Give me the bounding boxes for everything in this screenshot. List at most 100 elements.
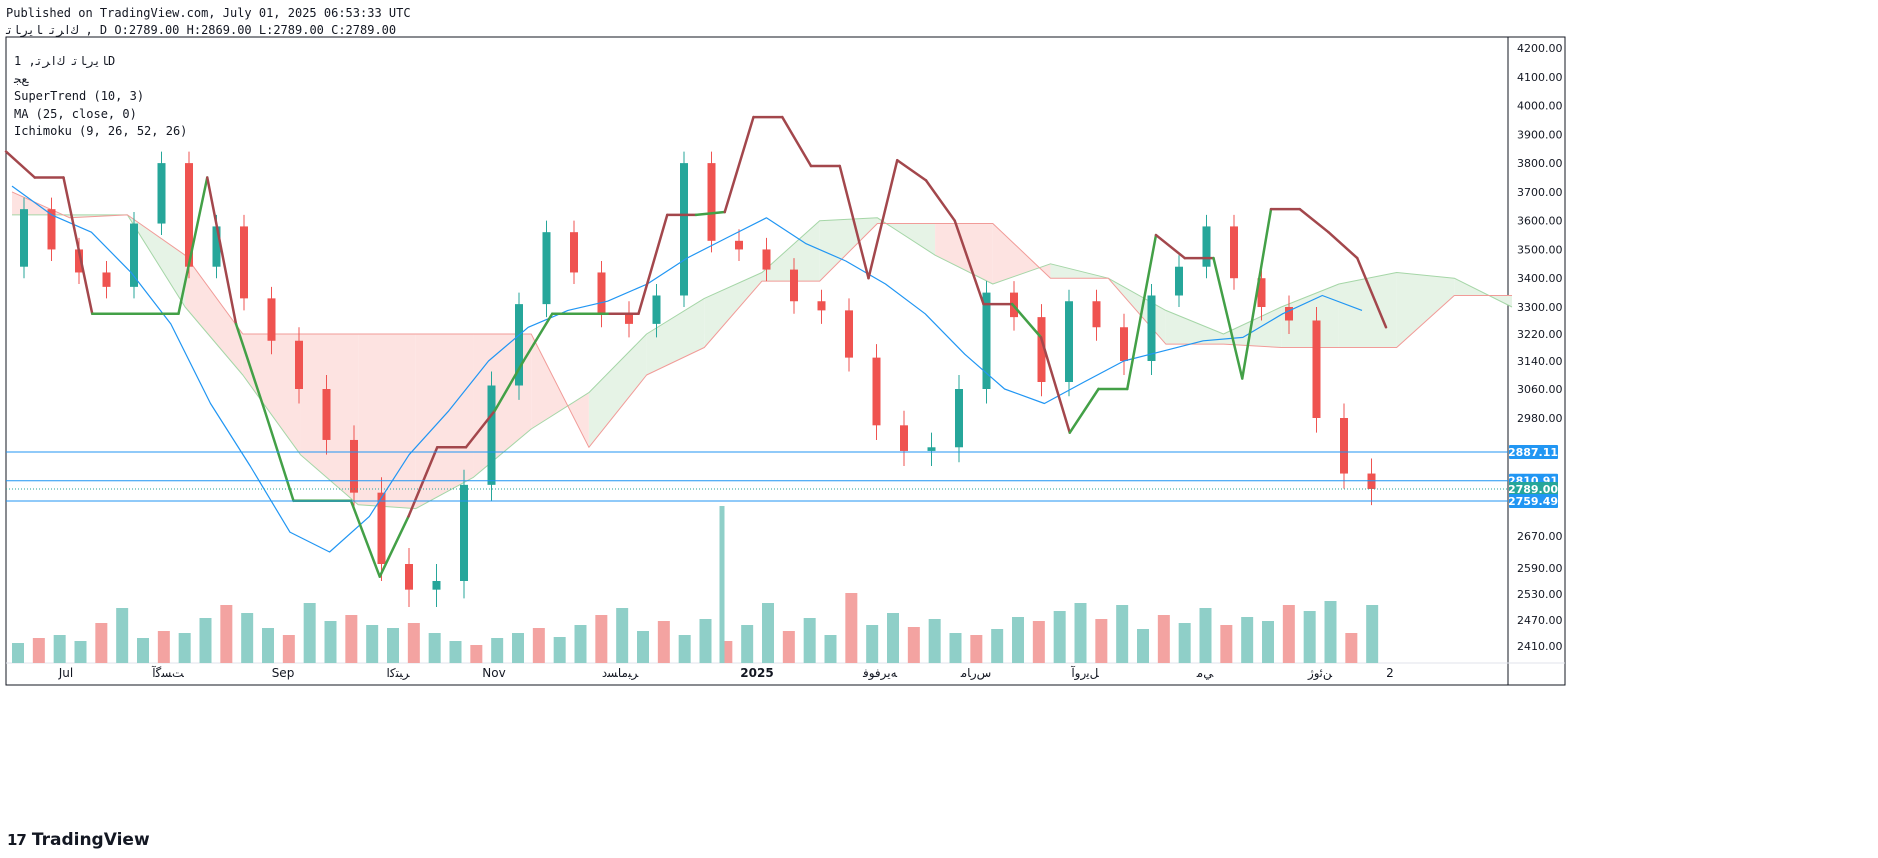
x-tick-label: ﻞﻳﺭﻭﺁ [1070, 665, 1099, 681]
candle-body [597, 272, 606, 314]
volume-bar [282, 635, 295, 663]
candle-body [1092, 301, 1101, 328]
candle-body [790, 269, 798, 302]
volume-bar [303, 603, 316, 663]
volume-bar [1053, 611, 1066, 663]
y-tick-label: 4200.00 [1517, 42, 1563, 55]
candle-body [350, 439, 358, 493]
x-tick-label: ﺖﺴﮔﺁ [151, 665, 184, 680]
symbol-label[interactable]: ﺎﻳﺭﺎﺗ ﻙﺍﺮﺗ, 1D [14, 54, 116, 68]
ichimoku-cloud-segment [1396, 272, 1455, 348]
supertrend-segment [953, 219, 985, 306]
ichimoku-label[interactable]: Ichimoku (9, 26, 52, 26) [14, 124, 188, 138]
volume-bar [345, 615, 358, 663]
supertrend-segment [838, 164, 870, 280]
y-tick-label: 2590.00 [1517, 562, 1563, 575]
supertrend-segment [407, 446, 439, 518]
price-tag-bg [1509, 482, 1558, 496]
ichimoku-cloud-segment [1165, 310, 1224, 345]
volume-bar [1074, 603, 1087, 663]
supertrend-segment [1212, 256, 1244, 380]
ichimoku-cloud-segment [762, 220, 820, 282]
x-tick-label: 2 [1386, 666, 1394, 680]
price-tag-bg [1509, 445, 1558, 459]
candle-body [1037, 317, 1046, 382]
candle-body [1065, 301, 1073, 382]
exchange-label: ﻊﺠ [14, 71, 29, 86]
candle-body [1175, 266, 1183, 296]
volume-bar [262, 628, 274, 663]
candle-body [487, 385, 496, 485]
indicator-legend: ﺎﻳﺭﺎﺗ ﻙﺍﺮﺗ, 1D ﻊﺠ SuperTrend (10, 3) MA … [14, 53, 187, 141]
candle-body [102, 272, 111, 287]
tradingview-brand[interactable]: 17 TradingView [7, 830, 150, 850]
candle-body [707, 163, 716, 241]
tradingview-logo-icon: 17 [7, 831, 27, 849]
candle-body [295, 340, 303, 389]
candle-body [130, 223, 138, 287]
volume-bar [491, 638, 504, 663]
ma-label[interactable]: MA (25, close, 0) [14, 106, 137, 121]
y-tick-label: 3060.00 [1517, 383, 1563, 396]
volume-bar [512, 633, 524, 663]
y-tick-label: 4100.00 [1517, 71, 1563, 84]
y-tick-label: 2410.00 [1517, 640, 1563, 653]
volume-bar [32, 638, 45, 663]
volume-bar [782, 631, 795, 663]
supertrend-segment [177, 176, 209, 315]
ma-line [11, 185, 1363, 553]
volume-bar [1032, 621, 1045, 663]
candle-body [1120, 327, 1128, 361]
candle-body [1257, 278, 1266, 307]
volume-bar [1199, 608, 1212, 663]
ohlc-line: ﻙﺍﺮﺗ ﺎﻳﺭﺎﺗ , D O:2789.00 H:2869.00 L:278… [6, 23, 397, 37]
candle-body [845, 310, 853, 358]
supertrend-segment [378, 515, 410, 578]
candle-body [460, 484, 468, 581]
volume-bar [866, 625, 879, 663]
supertrend-segment [522, 312, 554, 363]
volume-bar [157, 631, 170, 663]
price-tag: 2759.49 [1508, 495, 1558, 508]
supertrend-label[interactable]: SuperTrend (10, 3) [14, 89, 145, 103]
ichimoku-cloud-segment [935, 223, 993, 284]
supertrend-segment [867, 158, 899, 280]
volume-bar [53, 635, 66, 663]
volume-bar [762, 603, 774, 663]
x-tick-label: ﺮﺒﺘﻛﺍ [387, 666, 410, 681]
x-tick-label: 2025 [740, 666, 773, 680]
supertrend-segment [349, 499, 381, 578]
candle-body [625, 313, 633, 324]
supertrend-segment [1327, 230, 1359, 260]
candle-body [405, 564, 413, 590]
candle-body [157, 163, 166, 224]
published-line: Published on TradingView.com, July 01, 2… [6, 6, 411, 20]
y-tick-label: 2530.00 [1517, 588, 1563, 601]
candle-body [47, 209, 56, 250]
volume-bar [970, 635, 983, 663]
ichimoku-cloud-segment [358, 334, 416, 509]
ichimoku-cloud-segment [185, 255, 243, 375]
candle-body [377, 492, 386, 564]
candle-body [322, 389, 331, 440]
supertrend-segment [1068, 387, 1100, 434]
candle-body [267, 298, 276, 341]
x-tick-label: ﺮﺒﻣﺎﺴﺩ [602, 666, 639, 681]
supertrend-segment [1241, 207, 1273, 380]
candle-body [542, 232, 551, 305]
candle-body [955, 389, 963, 448]
volume-bar [1095, 619, 1108, 663]
supertrend-segment [1298, 207, 1330, 234]
y-tick-label: 3300.00 [1517, 301, 1563, 314]
volume-bar [657, 621, 670, 663]
volume-bar [199, 618, 212, 663]
candle-body [1202, 226, 1211, 267]
ichimoku-cloud-segment [646, 298, 705, 375]
volume-bar [949, 633, 962, 663]
volume-bar [1116, 605, 1129, 663]
volume-bar [928, 619, 941, 663]
y-tick-label: 2980.00 [1517, 412, 1563, 425]
volume-bar [741, 625, 754, 663]
supertrend-segment [263, 409, 295, 503]
